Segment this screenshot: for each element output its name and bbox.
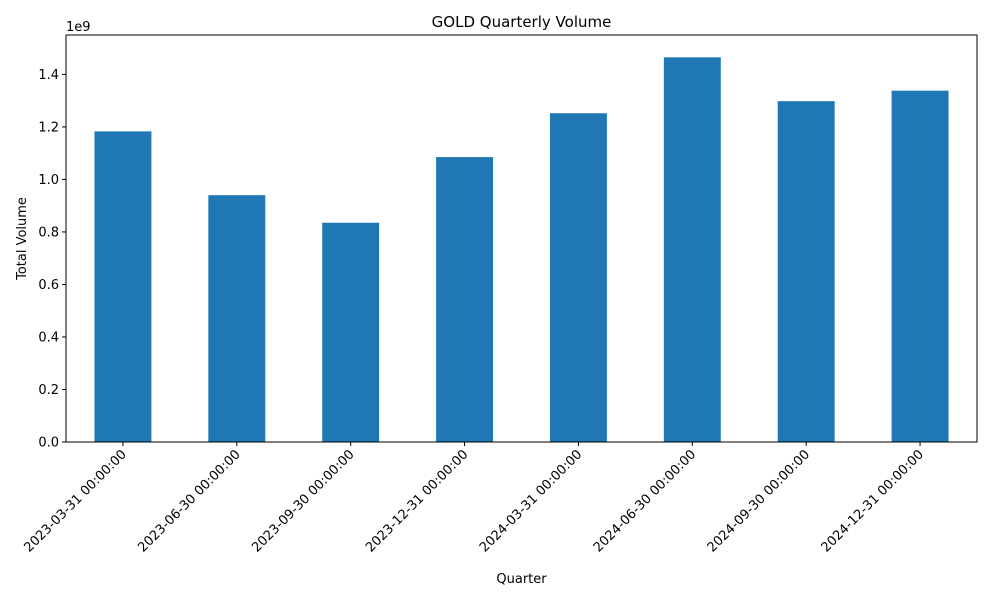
y-axis-offset-label: 1e9	[66, 20, 91, 35]
y-tick-label: 1.0	[38, 173, 59, 188]
plot-area-frame	[65, 34, 978, 443]
y-tick-label: 0.2	[38, 383, 59, 398]
bar-4	[436, 157, 494, 442]
x-tick-label: 2024-09-30 00:00:00	[705, 447, 813, 555]
bar-1	[94, 131, 152, 442]
x-tick-label: 2024-06-30 00:00:00	[591, 447, 699, 555]
x-axis-title: Quarter	[496, 572, 547, 587]
x-tick-label: 2023-06-30 00:00:00	[135, 447, 243, 555]
bar-3	[322, 222, 380, 442]
y-tick-label: 1.4	[38, 68, 59, 83]
bar-8	[891, 90, 949, 442]
bars-group	[94, 57, 949, 443]
chart-title: GOLD Quarterly Volume	[432, 13, 612, 31]
bar-5	[549, 113, 607, 443]
x-tick-label: 2023-03-31 00:00:00	[22, 447, 130, 555]
y-tick-label: 0.4	[38, 330, 59, 345]
bar-6	[663, 57, 721, 442]
bar-2	[208, 195, 266, 442]
bar-7	[777, 101, 835, 443]
y-tick-label: 0.6	[38, 278, 59, 293]
x-tick-label: 2024-03-31 00:00:00	[477, 447, 585, 555]
x-axis-ticks: 2023-03-31 00:00:00 2023-06-30 00:00:00 20…	[22, 442, 927, 555]
y-axis-ticks: 0.0 0.2 0.4 0.6 0.8 1.0 1.2 1.4	[38, 68, 66, 451]
y-tick-label: 0.0	[38, 436, 59, 451]
y-tick-label: 0.8	[38, 225, 59, 240]
y-axis-title: Total Volume	[15, 197, 30, 281]
y-tick-label: 1.2	[38, 120, 59, 135]
x-tick-label: 2024-12-31 00:00:00	[819, 447, 927, 555]
x-tick-label: 2023-12-31 00:00:00	[363, 447, 471, 555]
x-tick-label: 2023-09-30 00:00:00	[249, 447, 357, 555]
